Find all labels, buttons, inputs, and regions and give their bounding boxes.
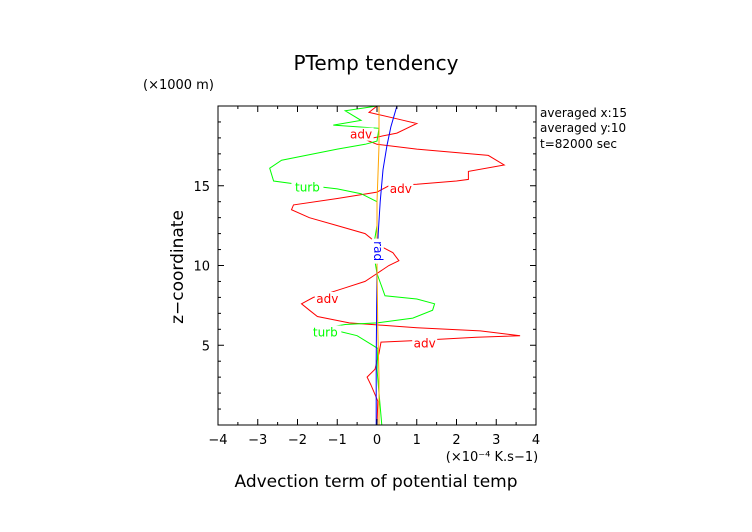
y-tick-label: 15 <box>193 180 210 195</box>
x-tick-label: −4 <box>208 433 227 448</box>
series-line-unlabeled <box>376 106 380 425</box>
series-label-adv: adv <box>316 292 338 306</box>
y-axis-label: z−coordinate <box>168 210 188 324</box>
chart-title: PTemp tendency <box>293 51 458 75</box>
x-tick-label: 2 <box>452 433 460 448</box>
series-label-bg <box>348 127 374 141</box>
x-tick-label: −2 <box>288 433 307 448</box>
x-axis-label: Advection term of potential temp <box>234 472 517 492</box>
series-label-adv: adv <box>414 337 436 351</box>
series-label-turb: turb <box>295 180 320 194</box>
series-label-bg <box>291 180 324 194</box>
x-tick-label: 0 <box>373 433 381 448</box>
series-label-adv: adv <box>350 128 372 142</box>
x-unit-label: (×10⁻⁴ K.s−1) <box>446 450 538 465</box>
series-line-rad <box>375 105 398 425</box>
x-tick-label: −3 <box>248 433 267 448</box>
series-label-bg <box>314 291 340 305</box>
x-tick-label: 3 <box>492 433 500 448</box>
plot-area: adv adv adv adv turb turb rad −4 −3 −2 −1 0 1 2 3 4 5 10 1… <box>193 105 540 448</box>
series-label-bg <box>371 238 384 264</box>
series-label-bg <box>388 181 414 195</box>
info-panel: averaged x:15 averaged y:10 t=82000 sec <box>540 106 627 151</box>
series-label-bg <box>309 325 342 339</box>
y-tick-label: 10 <box>193 260 210 275</box>
series-label-bg <box>412 336 438 350</box>
x-tick-label: 1 <box>413 433 421 448</box>
series-label-rad: rad <box>371 241 385 261</box>
y-unit-label: (×1000 m) <box>143 78 214 93</box>
info-line: averaged y:10 <box>540 121 626 135</box>
series-line-turb <box>269 105 436 426</box>
info-line: t=82000 sec <box>540 137 617 151</box>
series-line-adv <box>290 105 521 426</box>
series-label-adv: adv <box>390 182 412 196</box>
x-tick-label: 4 <box>532 433 540 448</box>
x-tick-label: −1 <box>328 433 347 448</box>
info-line: averaged x:15 <box>540 106 627 120</box>
y-tick-label: 5 <box>202 339 210 354</box>
series-label-turb: turb <box>313 325 338 339</box>
